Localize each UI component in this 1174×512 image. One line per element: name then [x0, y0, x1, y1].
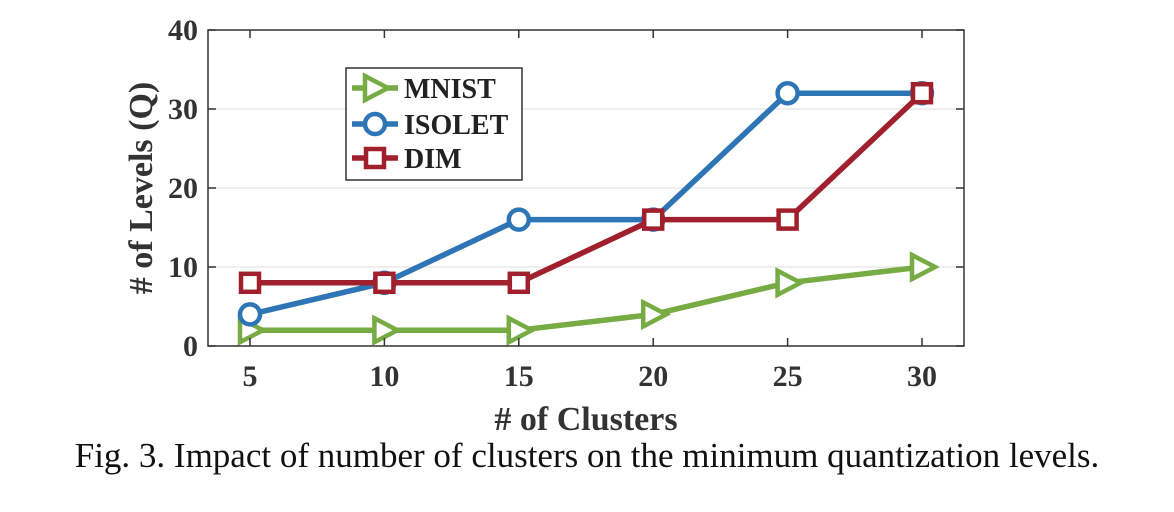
x-axis-label: # of Clusters: [494, 401, 677, 438]
line-chart: 5 10 15 20 25 30 0 10 20 30 40 # of Clusters # of…: [123, 14, 965, 438]
x-tick-label: 15: [504, 360, 534, 393]
data-point-isolet: [775, 80, 800, 106]
y-axis-label: # of Levels (Q): [123, 82, 160, 294]
grid-lines: [208, 108, 964, 268]
data-point-dim: [373, 271, 396, 295]
x-tick-label: 5: [243, 360, 258, 393]
x-tick-label: 25: [773, 360, 803, 393]
data-point-mnist: [372, 314, 403, 346]
legend-label-isolet: ISOLET: [404, 110, 509, 141]
series-line-mnist: [250, 264, 923, 333]
data-point-dim: [238, 271, 262, 295]
data-point-dim: [507, 271, 531, 295]
series-line-dim: [250, 91, 924, 286]
data-point-mnist: [909, 251, 940, 283]
data-point-dim: [641, 208, 665, 231]
y-tick-label: 0: [183, 330, 198, 363]
series-layer: [237, 80, 940, 346]
legend-marker-dim: [363, 146, 387, 170]
legend-marker-isolet: [362, 111, 388, 137]
data-point-isolet: [237, 302, 263, 327]
y-axis-ticks: 0 10 20 30 40: [168, 14, 964, 363]
x-tick-label: 20: [638, 360, 668, 393]
x-tick-label: 10: [369, 360, 399, 393]
legend-label-dim: DIM: [404, 144, 462, 175]
x-tick-label: 30: [907, 360, 937, 393]
data-point-dim: [776, 208, 799, 231]
data-point-dim: [910, 81, 934, 105]
series-mnist: [237, 251, 940, 346]
data-point-isolet: [506, 207, 532, 232]
y-tick-label: 40: [168, 14, 198, 47]
y-tick-label: 10: [168, 251, 198, 284]
y-tick-label: 30: [168, 93, 198, 126]
figure-caption: Fig. 3. Impact of number of clusters on …: [74, 436, 1100, 475]
legend-label-mnist: MNIST: [404, 74, 496, 105]
x-axis-ticks: 5 10 15 20 25 30: [243, 30, 937, 393]
y-tick-label: 20: [168, 172, 198, 205]
series-dim: [238, 81, 934, 295]
series-line-isolet: [249, 90, 922, 318]
legend-marker-mnist: [362, 72, 393, 104]
data-point-mnist: [775, 267, 806, 299]
data-point-mnist: [640, 298, 672, 331]
data-point-mnist: [506, 314, 537, 346]
